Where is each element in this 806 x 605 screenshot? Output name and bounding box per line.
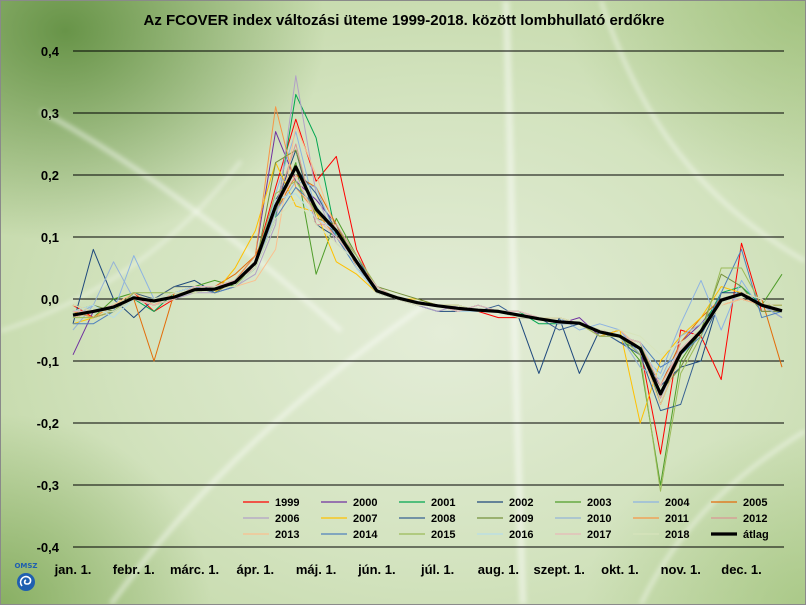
y-tick-label-1: 0,3 [41, 106, 59, 121]
series-line-2005 [72, 174, 783, 387]
legend-item-2002: 2002 [477, 497, 533, 509]
legend-item-2017: 2017 [555, 529, 611, 541]
y-axis-tick-labels: 0,4 0,3 0,2 0,1 0,0 -0,1 -0,2 -0,3 -0,4 [37, 44, 60, 555]
legend-item-2004: 2004 [633, 497, 690, 509]
legend-label-2011: 2011 [665, 513, 689, 525]
x-tick-label-2: márc. 1. [170, 562, 219, 577]
legend-item-2013: 2013 [243, 529, 299, 541]
x-tick-label-10: nov. 1. [661, 562, 701, 577]
legend-item-1999: 1999 [243, 497, 299, 509]
legend-label-atlag: átlag [743, 529, 769, 541]
y-tick-label-2: 0,2 [41, 168, 59, 183]
series-lines [72, 75, 783, 492]
legend-label-2009: 2009 [509, 513, 533, 525]
legend-label-2006: 2006 [275, 513, 299, 525]
legend-item-2012: 2012 [711, 513, 767, 525]
legend-label-2013: 2013 [275, 529, 299, 541]
legend-label-2005: 2005 [743, 497, 767, 509]
legend-item-atlag: átlag [711, 529, 769, 541]
leaf-vein-diagonal-3 [599, 1, 805, 263]
y-tick-label-4: 0,0 [41, 292, 59, 307]
y-tick-label-8: -0,4 [37, 540, 60, 555]
chart-title: Az FCOVER index változási üteme 1999-201… [144, 12, 665, 29]
y-tick-label-7: -0,3 [37, 478, 59, 493]
legend-label-2008: 2008 [431, 513, 455, 525]
legend-label-2018: 2018 [665, 529, 689, 541]
legend-label-2001: 2001 [431, 497, 455, 509]
legend: 1999 2000 2001 2002 2003 2004 2005 2006 2007 2008… [243, 497, 769, 541]
omsz-logo-text: OMSZ [14, 562, 37, 570]
y-tick-label-6: -0,2 [37, 416, 59, 431]
legend-item-2008: 2008 [399, 513, 455, 525]
legend-label-2003: 2003 [587, 497, 611, 509]
series-line-2008 [72, 168, 783, 412]
legend-label-2017: 2017 [587, 529, 611, 541]
legend-item-2000: 2000 [321, 497, 377, 509]
series-line-atlag [72, 165, 783, 396]
series-line-2018 [72, 199, 783, 356]
y-tick-label-3: 0,1 [41, 230, 59, 245]
legend-label-2000: 2000 [353, 497, 377, 509]
series-line-2002 [72, 149, 783, 387]
omsz-logo-swirl [19, 575, 32, 587]
legend-item-2016: 2016 [477, 529, 533, 541]
leaf-vein-main [502, 1, 527, 604]
legend-item-2007: 2007 [321, 513, 377, 525]
x-tick-label-3: ápr. 1. [237, 562, 275, 577]
legend-item-2014: 2014 [321, 529, 378, 541]
x-tick-label-1: febr. 1. [113, 562, 155, 577]
leaf-vein-diagonal-2 [108, 298, 433, 604]
legend-item-2011: 2011 [633, 513, 689, 525]
legend-label-2012: 2012 [743, 513, 767, 525]
x-tick-label-9: okt. 1. [601, 562, 639, 577]
x-tick-label-8: szept. 1. [534, 562, 585, 577]
omsz-logo-emblem [17, 573, 35, 591]
legend-item-2015: 2015 [399, 529, 455, 541]
series-line-2006 [73, 75, 782, 399]
legend-item-2006: 2006 [243, 513, 299, 525]
legend-item-2018: 2018 [633, 529, 689, 541]
leaf-vein-diagonal-4 [639, 429, 805, 604]
series-line-2003 [72, 162, 783, 486]
legend-label-2002: 2002 [509, 497, 533, 509]
y-tick-label-5: -0,1 [37, 354, 59, 369]
legend-label-2007: 2007 [353, 513, 377, 525]
legend-item-2003: 2003 [555, 497, 611, 509]
x-tick-label-6: júl. 1. [420, 562, 454, 577]
legend-label-2010: 2010 [587, 513, 611, 525]
legend-item-2001: 2001 [399, 497, 455, 509]
legend-item-2005: 2005 [711, 497, 767, 509]
series-line-2004 [72, 131, 782, 374]
legend-label-2004: 2004 [665, 497, 690, 509]
series-line-2010 [72, 180, 783, 381]
x-tick-label-11: dec. 1. [721, 562, 761, 577]
legend-label-1999: 1999 [275, 497, 299, 509]
x-tick-label-5: jún. 1. [357, 562, 396, 577]
omsz-logo: OMSZ [14, 562, 38, 591]
legend-item-2009: 2009 [477, 513, 533, 525]
gridlines [73, 50, 784, 548]
y-tick-label-0: 0,4 [41, 44, 60, 59]
legend-label-2016: 2016 [509, 529, 533, 541]
x-tick-label-4: máj. 1. [296, 562, 336, 577]
series-line-2014 [73, 186, 783, 368]
x-axis-tick-labels: jan. 1. febr. 1. márc. 1. ápr. 1. máj. 1. jún… [54, 562, 762, 577]
leaf-vein-diagonal-5 [1, 160, 243, 333]
legend-label-2014: 2014 [353, 529, 378, 541]
legend-label-2015: 2015 [431, 529, 455, 541]
x-tick-label-7: aug. 1. [478, 562, 519, 577]
legend-item-2010: 2010 [555, 513, 611, 525]
x-tick-label-0: jan. 1. [54, 562, 92, 577]
